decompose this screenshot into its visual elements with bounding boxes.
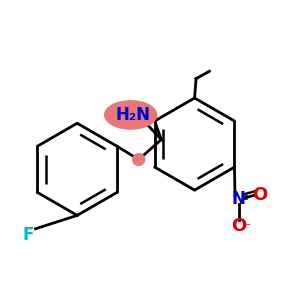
Text: ±: ± xyxy=(241,192,248,202)
Text: O: O xyxy=(231,217,246,235)
Text: O: O xyxy=(252,186,267,204)
Text: H₂N: H₂N xyxy=(115,106,150,124)
Text: F: F xyxy=(22,226,34,244)
Text: N: N xyxy=(232,190,245,208)
Circle shape xyxy=(133,154,145,166)
Ellipse shape xyxy=(105,101,157,129)
Text: ⁻: ⁻ xyxy=(243,221,250,235)
